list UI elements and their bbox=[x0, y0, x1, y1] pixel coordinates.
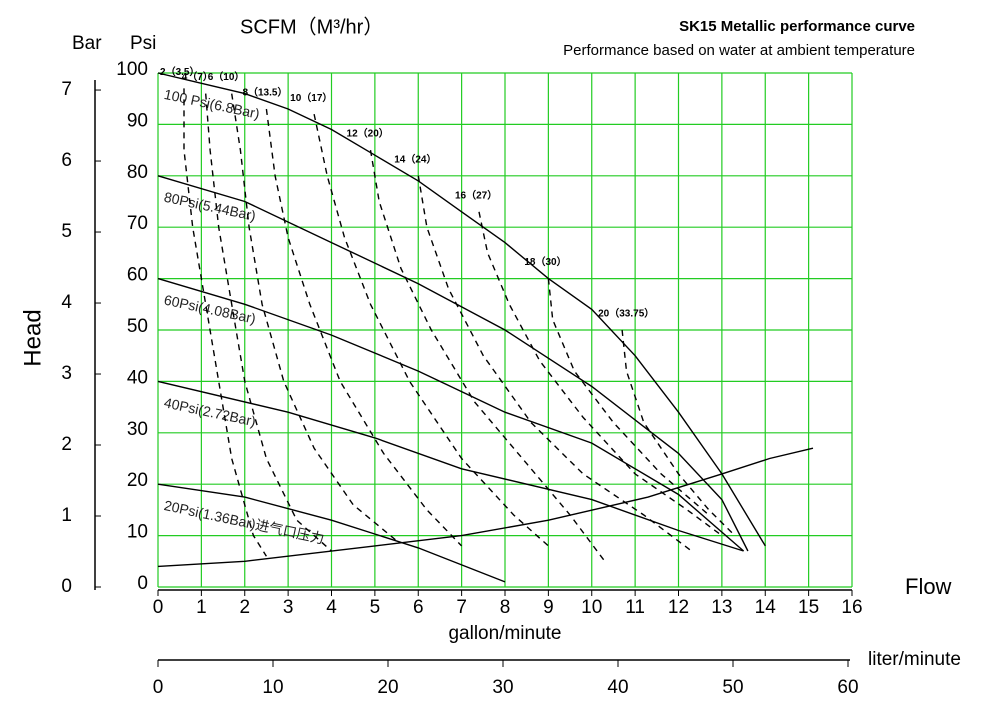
y-tick-label: 30 bbox=[127, 419, 148, 440]
y2-tick-label: 1 bbox=[61, 505, 72, 526]
air-consumption-curve bbox=[313, 113, 549, 547]
x-axis-title: Flow bbox=[905, 574, 952, 599]
x-tick-label: 9 bbox=[543, 597, 554, 618]
y-tick-label: 20 bbox=[127, 470, 148, 491]
chart-subtitle: Performance based on water at ambient te… bbox=[563, 42, 915, 59]
y-tick-label: 10 bbox=[127, 522, 148, 543]
curve-label: 10（17） bbox=[290, 91, 332, 104]
x-tick-label: 13 bbox=[711, 597, 732, 618]
x-tick-label: 10 bbox=[581, 597, 602, 618]
y-tick-label: 50 bbox=[127, 316, 148, 337]
curve-label: 8（13.5） bbox=[242, 86, 287, 99]
x-tick-label: 12 bbox=[668, 597, 689, 618]
curve-label: 6（10） bbox=[208, 70, 245, 83]
curve-label: 60Psi(4.08Bar) bbox=[163, 292, 258, 327]
pressure-curve bbox=[157, 483, 506, 583]
curve-label: 2（3.5） bbox=[160, 65, 199, 78]
chart-title: SK15 Metallic performance curve bbox=[679, 18, 915, 35]
curve-label: 4（7） bbox=[182, 70, 213, 83]
x-tick-label: 0 bbox=[153, 597, 164, 618]
y-tick-label: 80 bbox=[127, 162, 148, 183]
x-tick-label: 15 bbox=[798, 597, 819, 618]
air-consumption-curve bbox=[183, 88, 267, 557]
y2-tick-label: 5 bbox=[61, 221, 72, 242]
x-tick-label: 8 bbox=[500, 597, 511, 618]
x2-tick-label: 30 bbox=[492, 677, 513, 698]
air-consumption-curve bbox=[369, 149, 606, 562]
x-tick-label: 6 bbox=[413, 597, 424, 618]
y2-tick-label: 7 bbox=[61, 79, 72, 100]
curve-label: 40Psi(2.72Bar) bbox=[163, 394, 258, 429]
curve-label: 16（27） bbox=[455, 188, 497, 201]
x-tick-label: 4 bbox=[326, 597, 337, 618]
y-tick-label: 60 bbox=[127, 265, 148, 286]
scfm-label: SCFM（M³/hr） bbox=[240, 15, 383, 38]
y2-tick-label: 0 bbox=[61, 576, 72, 597]
x-tick-label: 7 bbox=[456, 597, 467, 618]
y-tick-label: 40 bbox=[127, 367, 148, 388]
curve-label: 12（20） bbox=[347, 127, 389, 140]
air-consumption-curve bbox=[417, 175, 692, 552]
x2-tick-label: 10 bbox=[262, 677, 283, 698]
pressure-curve bbox=[157, 447, 814, 568]
air-consumption-curve bbox=[547, 278, 710, 516]
air-consumption-curve bbox=[205, 93, 332, 552]
x-tick-label: 11 bbox=[625, 597, 645, 618]
x-unit: gallon/minute bbox=[448, 623, 561, 644]
y2-tick-label: 3 bbox=[61, 363, 72, 384]
air-consumption-curve bbox=[265, 108, 463, 547]
curve-label: 14（24） bbox=[394, 152, 436, 165]
curve-label: 80Psi(5.44Bar) bbox=[163, 189, 258, 224]
x-tick-label: 1 bbox=[196, 597, 207, 618]
x2-tick-label: 0 bbox=[153, 677, 164, 698]
x-tick-label: 5 bbox=[370, 597, 381, 618]
pressure-curve bbox=[157, 175, 749, 552]
pressure-curve bbox=[157, 277, 745, 552]
pressure-curve bbox=[157, 380, 744, 552]
x2-tick-label: 50 bbox=[722, 677, 743, 698]
y2-tick-label: 2 bbox=[61, 434, 72, 455]
y2-unit: Bar bbox=[72, 33, 102, 54]
pressure-curve bbox=[157, 72, 766, 547]
x2-tick-label: 60 bbox=[837, 677, 858, 698]
curve-label: 18（30） bbox=[524, 255, 566, 268]
air-consumption-curve bbox=[231, 93, 398, 542]
x-tick-label: 2 bbox=[239, 597, 250, 618]
y2-tick-label: 4 bbox=[61, 292, 72, 313]
y-tick-label: 70 bbox=[127, 213, 148, 234]
y-unit: Psi bbox=[130, 33, 156, 54]
y-tick-label: 90 bbox=[127, 110, 148, 131]
x-tick-label: 16 bbox=[841, 597, 862, 618]
air-consumption-curve bbox=[478, 211, 723, 537]
curve-label: 20（33.75） bbox=[598, 307, 654, 320]
y-tick-label: 0 bbox=[137, 573, 148, 594]
y-axis-title: Head bbox=[19, 309, 46, 366]
x2-unit: liter/minute bbox=[868, 649, 961, 670]
x-tick-label: 3 bbox=[283, 597, 294, 618]
x-tick-label: 14 bbox=[755, 597, 777, 618]
y2-tick-label: 6 bbox=[61, 150, 72, 171]
x2-tick-label: 20 bbox=[377, 677, 398, 698]
x2-tick-label: 40 bbox=[607, 677, 628, 698]
air-consumption-curve bbox=[621, 329, 736, 537]
y-tick-label: 100 bbox=[116, 59, 148, 80]
